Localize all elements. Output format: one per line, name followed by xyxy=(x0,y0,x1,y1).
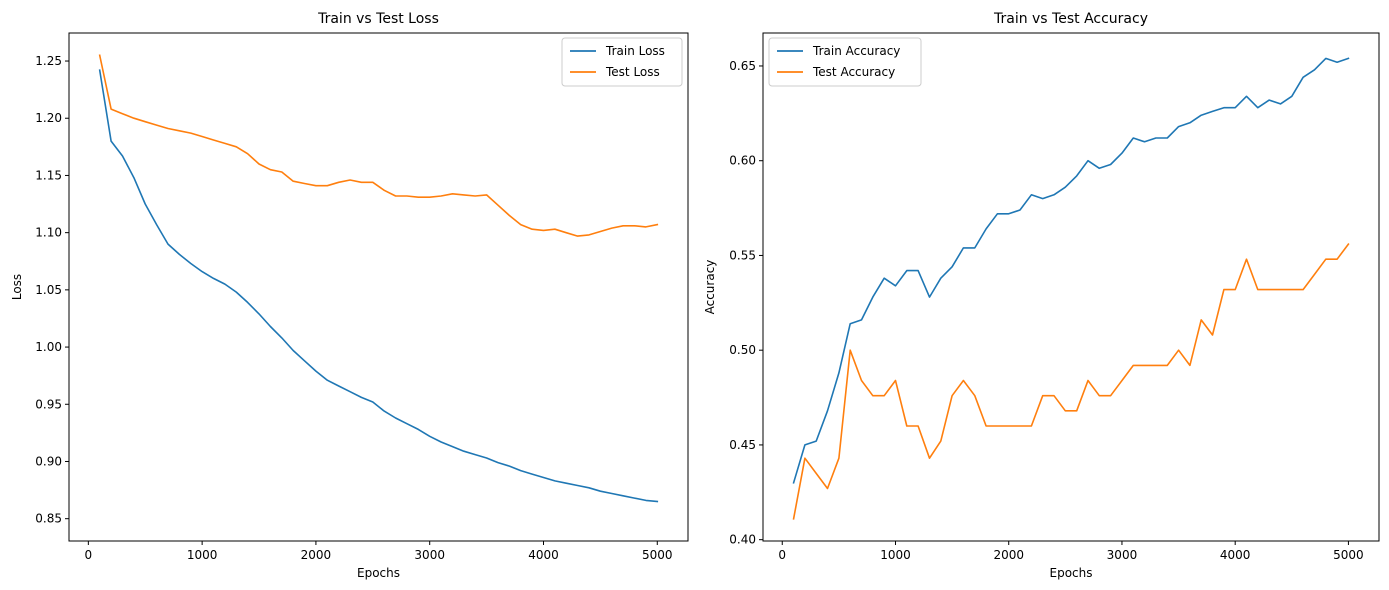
loss-xtick-label: 1000 xyxy=(187,548,218,562)
loss-legend-label-test: Test Loss xyxy=(605,65,660,79)
loss-ytick-label: 0.85 xyxy=(35,512,62,526)
loss-chart-legend: Train Loss Test Loss xyxy=(561,37,683,87)
accuracy-xtick-label: 0 xyxy=(778,548,786,562)
loss-xtick-label: 3000 xyxy=(414,548,445,562)
loss-legend-label-train: Train Loss xyxy=(605,44,665,58)
accuracy-xtick-label: 2000 xyxy=(993,548,1024,562)
loss-series-train-line xyxy=(98,69,659,503)
accuracy-xtick-label: 3000 xyxy=(1107,548,1138,562)
loss-xtick-label: 5000 xyxy=(642,548,673,562)
loss-ytick-label: 0.95 xyxy=(35,397,62,411)
accuracy-chart-ylabel: Accuracy xyxy=(703,260,717,315)
loss-chart-xlabel: Epochs xyxy=(357,566,400,580)
loss-chart-ticks: 0 1000 2000 3000 4000 5000 0.85 0.90 0.95 1.00 1.0… xyxy=(35,54,672,562)
loss-chart-ylabel: Loss xyxy=(10,274,24,300)
accuracy-chart-plot-frame xyxy=(762,32,1380,542)
accuracy-ytick-label: 0.60 xyxy=(729,154,756,168)
accuracy-legend-box xyxy=(768,37,922,87)
accuracy-ytick-label: 0.55 xyxy=(729,248,756,262)
loss-chart-lines xyxy=(98,54,659,503)
loss-chart: Train vs Test Loss 0 1000 2000 3000 4000 5000… xyxy=(10,11,689,580)
accuracy-xtick-label: 5000 xyxy=(1333,548,1364,562)
loss-xtick-label: 0 xyxy=(85,548,93,562)
loss-chart-plot-frame xyxy=(68,32,689,542)
loss-ytick-label: 1.00 xyxy=(35,340,62,354)
loss-legend-box xyxy=(561,37,683,87)
loss-ytick-label: 1.15 xyxy=(35,168,62,182)
accuracy-chart-ticks: 0 1000 2000 3000 4000 5000 0.40 0.45 0.50 0.55 0.6… xyxy=(729,59,1363,562)
accuracy-legend-label-test: Test Accuracy xyxy=(812,65,895,79)
accuracy-chart-legend: Train Accuracy Test Accuracy xyxy=(768,37,922,87)
loss-ytick-label: 1.10 xyxy=(35,226,62,240)
loss-xtick-label: 2000 xyxy=(301,548,332,562)
accuracy-xtick-label: 4000 xyxy=(1220,548,1251,562)
loss-ytick-label: 1.25 xyxy=(35,54,62,68)
accuracy-ytick-label: 0.40 xyxy=(729,533,756,547)
accuracy-series-test-line xyxy=(792,242,1350,520)
accuracy-ytick-label: 0.65 xyxy=(729,59,756,73)
accuracy-series-train-line xyxy=(792,57,1350,484)
accuracy-chart-title: Train vs Test Accuracy xyxy=(993,11,1148,27)
loss-ytick-label: 1.20 xyxy=(35,111,62,125)
accuracy-chart-lines xyxy=(792,57,1350,520)
loss-chart-title: Train vs Test Loss xyxy=(317,11,439,27)
accuracy-legend-label-train: Train Accuracy xyxy=(812,44,900,58)
accuracy-chart: Train vs Test Accuracy 0 1000 2000 3000 4000… xyxy=(703,11,1380,580)
loss-xtick-label: 4000 xyxy=(528,548,559,562)
loss-ytick-label: 1.05 xyxy=(35,283,62,297)
accuracy-xtick-label: 1000 xyxy=(880,548,911,562)
accuracy-chart-xlabel: Epochs xyxy=(1050,566,1093,580)
accuracy-ytick-label: 0.45 xyxy=(729,438,756,452)
accuracy-ytick-label: 0.50 xyxy=(729,343,756,357)
loss-series-test-line xyxy=(98,54,659,237)
loss-ytick-label: 0.90 xyxy=(35,454,62,468)
